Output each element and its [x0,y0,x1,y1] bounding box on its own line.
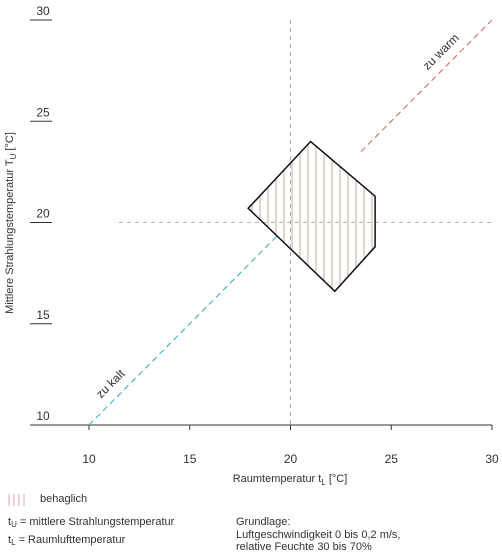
x-axis-title: Raumtemperatur tL [°C] [233,473,348,487]
tl-symbol: t [8,534,12,546]
hatch-swatch-icon [8,494,25,506]
tu-subscript: U [11,520,17,529]
series-line-warm [360,19,493,153]
tick-labels: 10 15 20 25 30 10 15 20 25 30 [36,4,499,466]
tl-text: = Raumlufttemperatur [15,534,126,546]
y-tick-label: 15 [36,308,50,322]
legend-tl-definition: tL = Raumlufttemperatur [8,534,125,548]
comfort-zone-polygon [247,140,376,293]
series-line-cold [88,236,277,426]
y-tick-label: 10 [36,409,50,423]
comfort-zone-layer [247,140,376,293]
tl-subscript: L [11,538,16,547]
basis-line-2: relative Feuchte 30 bis 70% [236,541,372,554]
axes [30,19,493,430]
x-tick-label: 10 [82,452,96,466]
series-label-warm: zu warm [420,31,462,73]
legend-tu-definition: tU = mittlere Strahlungstemperatur [8,516,174,530]
tu-text: = mittlere Strahlungstemperatur [16,516,175,528]
y-tick-label: 25 [36,105,50,119]
y-tick-label: 30 [36,4,50,18]
x-tick-label: 30 [485,452,499,466]
legend-basis: Grundlage: Luftgeschwindigkeit 0 bis 0,2… [236,516,400,554]
x-tick-label: 20 [284,452,298,466]
basis-line-1: Luftgeschwindigkeit 0 bis 0,2 m/s, [236,528,401,541]
basis-title: Grundlage: [236,516,291,528]
tu-symbol: t [8,516,12,528]
legend-comfort-label: behaglich [40,493,88,505]
series-label-cold: zu kalt [93,366,128,401]
x-tick-label: 15 [183,452,197,466]
y-tick-label: 20 [36,207,50,221]
legend: behaglich tU = mittlere Strahlungstemper… [6,492,496,554]
y-axis-title: Mittlere Strahlungstemperatur TU [°C] [4,132,18,314]
x-tick-label: 25 [385,452,399,466]
